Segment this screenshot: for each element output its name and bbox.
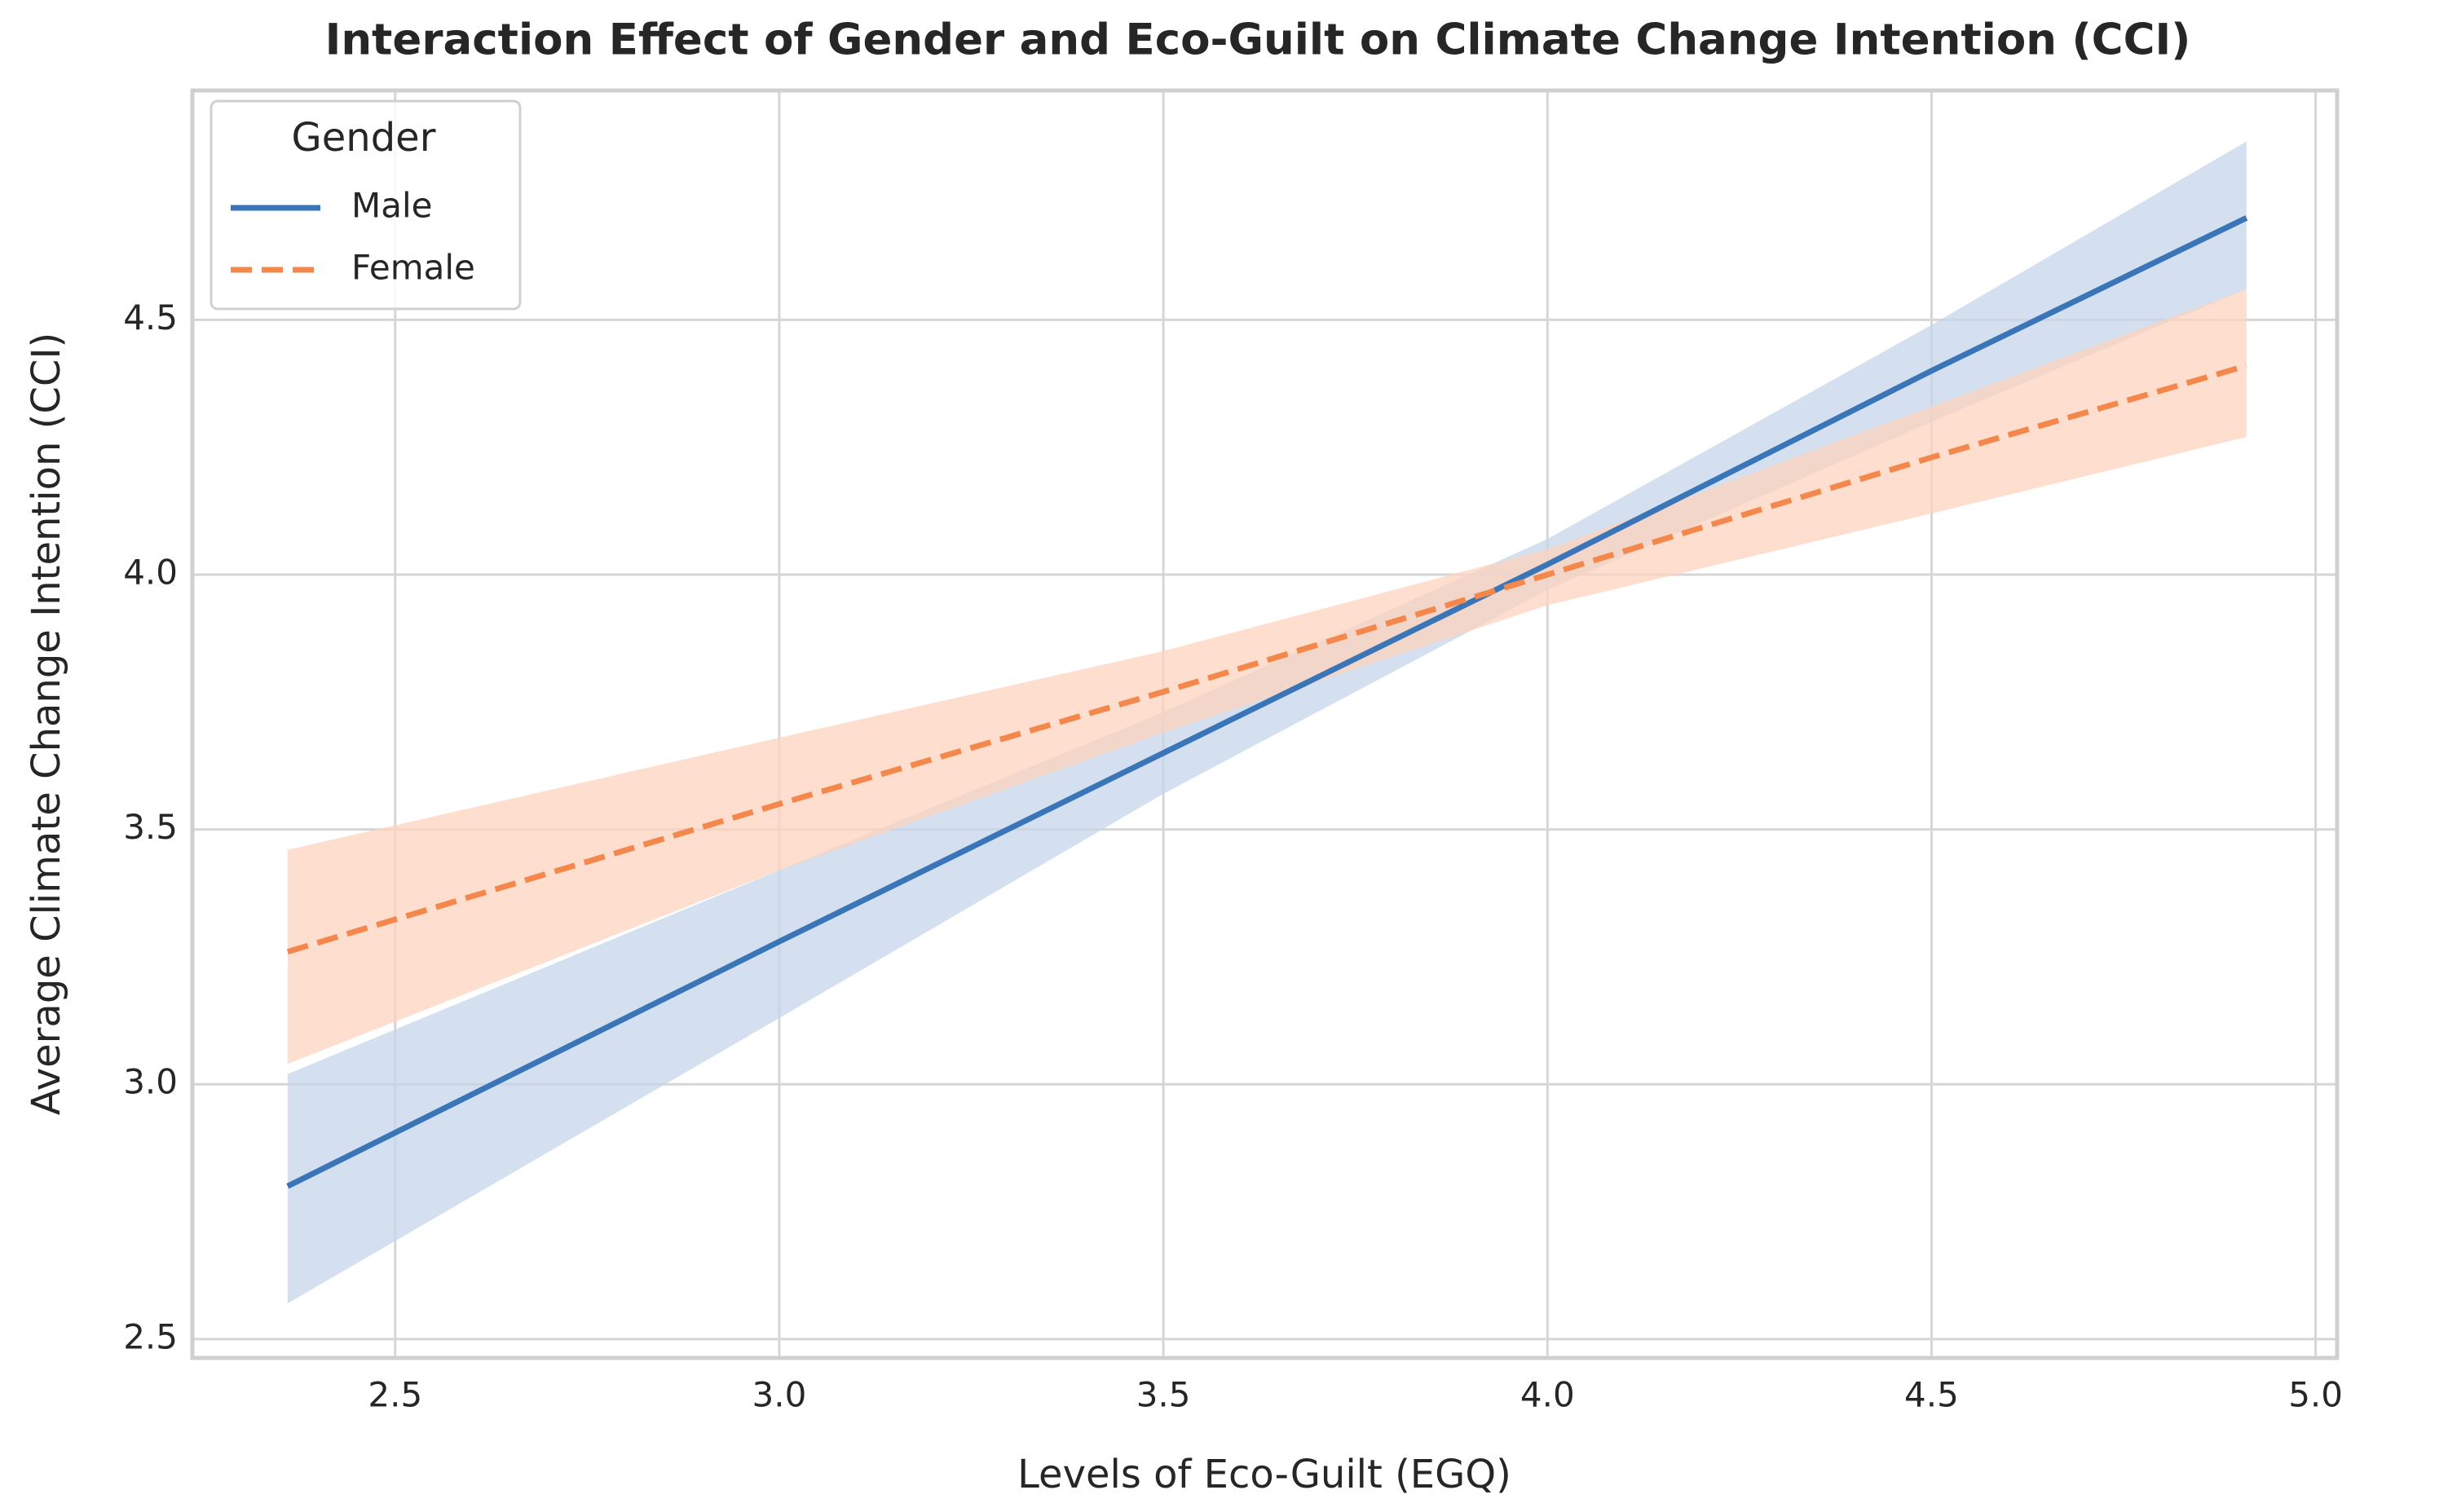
x-tick-label: 5.0 (2288, 1375, 2343, 1415)
confidence-band (287, 289, 2247, 1065)
y-tick-label: 4.5 (123, 298, 178, 337)
y-tick-label: 3.0 (123, 1062, 178, 1102)
y-tick-label: 2.5 (123, 1316, 178, 1356)
y-tick-label: 3.5 (123, 807, 178, 847)
x-tick-label: 2.5 (368, 1375, 422, 1415)
plot-frame (190, 88, 2340, 1360)
legend-box (210, 99, 522, 311)
legend-title: Gender (292, 115, 436, 161)
legend-label: Female (351, 248, 475, 288)
x-axis-label: Levels of Eco-Guilt (EGQ) (1017, 1452, 1511, 1497)
x-tick-label: 3.0 (752, 1375, 807, 1415)
legend-label: Male (351, 186, 432, 226)
confidence-band (287, 141, 2247, 1304)
series-line (286, 363, 2247, 955)
series-line (286, 215, 2248, 1189)
chart-title: Interaction Effect of Gender and Eco-Gui… (325, 15, 2191, 65)
x-tick-label: 4.0 (1520, 1375, 1575, 1415)
x-tick-label: 3.5 (1136, 1375, 1191, 1415)
x-tick-label: 4.5 (1904, 1375, 1959, 1415)
y-axis-label: Average Climate Change Intention (CCI) (24, 333, 69, 1116)
y-tick-label: 4.0 (123, 552, 178, 592)
